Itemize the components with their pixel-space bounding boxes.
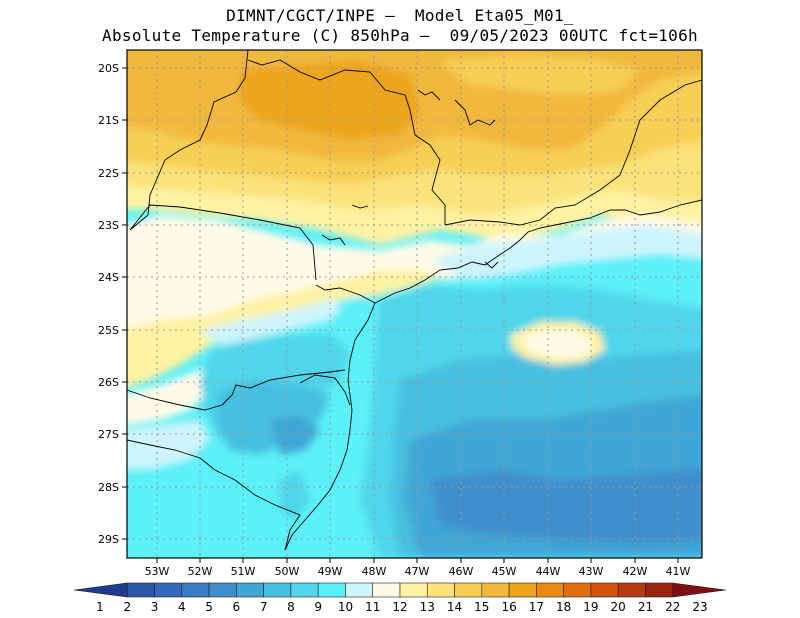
colorbar-segment [290,582,319,598]
colorbar-label: 12 [392,600,407,614]
colorbar-label: 11 [365,600,380,614]
colorbar: 1 2 3 4 5 6 7 8 9 10 11 12 13 14 15 16 17 18 19 20 21 22 23 [73,582,727,614]
lat-label: 29S [98,533,119,546]
colorbar-label: 21 [638,600,653,614]
temperature-field [127,50,702,558]
map-title-line-2: Absolute Temperature (C) 850hPa – 09/05/… [102,26,698,45]
colorbar-segment [536,582,564,598]
colorbar-label: 14 [447,600,462,614]
lon-label: 41W [666,565,691,578]
colorbar-segment [345,582,374,598]
lon-label: 42W [623,565,648,578]
lon-label: 51W [231,565,256,578]
lat-label: 26S [98,376,119,389]
colorbar-label: 2 [123,600,131,614]
lat-label: 20S [98,62,119,75]
border-pr-sc-coast [299,374,351,406]
colorbar-segment [563,582,592,598]
colorbar-segment [426,582,455,598]
colorbar-label: 5 [205,600,213,614]
colorbar-segment [481,582,510,598]
border-pr-north [129,204,317,281]
colorbar-segment [154,582,183,598]
lat-label: 21S [98,114,119,127]
colorbar-label: 23 [692,600,707,614]
map-title-line-1: DIMNT/CGCT/INPE – Model Eta05_M01_ [226,6,574,25]
colorbar-label: 7 [260,600,268,614]
colorbar-label: 15 [474,600,489,614]
colorbar-label: 17 [529,600,544,614]
colorbar-segment [590,582,619,598]
border-sc-rs [127,439,301,551]
lon-label: 43W [579,565,604,578]
lon-label: 45W [492,565,517,578]
colorbar-segment [181,582,210,598]
colorbar-segment [454,582,483,598]
lat-label: 25S [98,324,119,337]
latitude-labels: 20S 21S 22S 23S 24S 25S 26S 27S 28S 29S [98,62,119,546]
colorbar-segment [399,582,428,598]
colorbar-label: 16 [501,600,516,614]
map-frame [126,49,703,559]
lon-label: 44W [536,565,561,578]
colorbar-label: 22 [665,600,680,614]
colorbar-label: 19 [583,600,598,614]
coastline-and-borders [127,50,702,551]
lon-label: 46W [449,565,474,578]
colorbar-segment [317,582,346,598]
colorbar-segment [508,582,537,598]
lon-label: 53W [145,565,170,578]
coastline-south [284,302,376,551]
lat-label: 24S [98,271,119,284]
colorbar-segment [672,582,727,598]
colorbar-label: 6 [233,600,241,614]
border-pr-sc [127,369,346,411]
colorbar-label: 4 [178,600,186,614]
border-mg-sp [247,59,446,225]
lon-label: 48W [362,565,387,578]
colorbar-label: 13 [420,600,435,614]
lat-label: 27S [98,428,119,441]
coastline-sp-rj [374,199,702,304]
colorbar-label: 18 [556,600,571,614]
lon-label: 50W [275,565,300,578]
colorbar-segment [236,582,264,598]
colorbar-label: 8 [287,600,295,614]
colorbar-segment [126,582,155,598]
colorbar-segment [263,582,292,598]
colorbar-segment [372,582,401,598]
colorbar-label: 9 [314,600,322,614]
lat-label: 28S [98,481,119,494]
graticule [127,50,702,558]
colorbar-label: 1 [96,600,104,614]
lon-label: 49W [318,565,343,578]
border-pr-sp-south [315,284,376,304]
lat-label: 23S [98,219,119,232]
lon-label: 47W [405,565,430,578]
colorbar-label: 20 [611,600,626,614]
lon-label: 52W [188,565,213,578]
longitude-labels: 53W 52W 51W 50W 49W 48W 47W 46W 45W 44W … [145,565,691,578]
lat-label: 22S [98,167,119,180]
colorbar-segment [617,582,646,598]
colorbar-segment [73,582,128,598]
border-ms-sp [129,50,249,231]
colorbar-segment [645,582,674,598]
colorbar-label: 3 [151,600,159,614]
colorbar-label: 10 [338,600,353,614]
border-mg-rj [444,79,702,226]
colorbar-segment [208,582,237,598]
